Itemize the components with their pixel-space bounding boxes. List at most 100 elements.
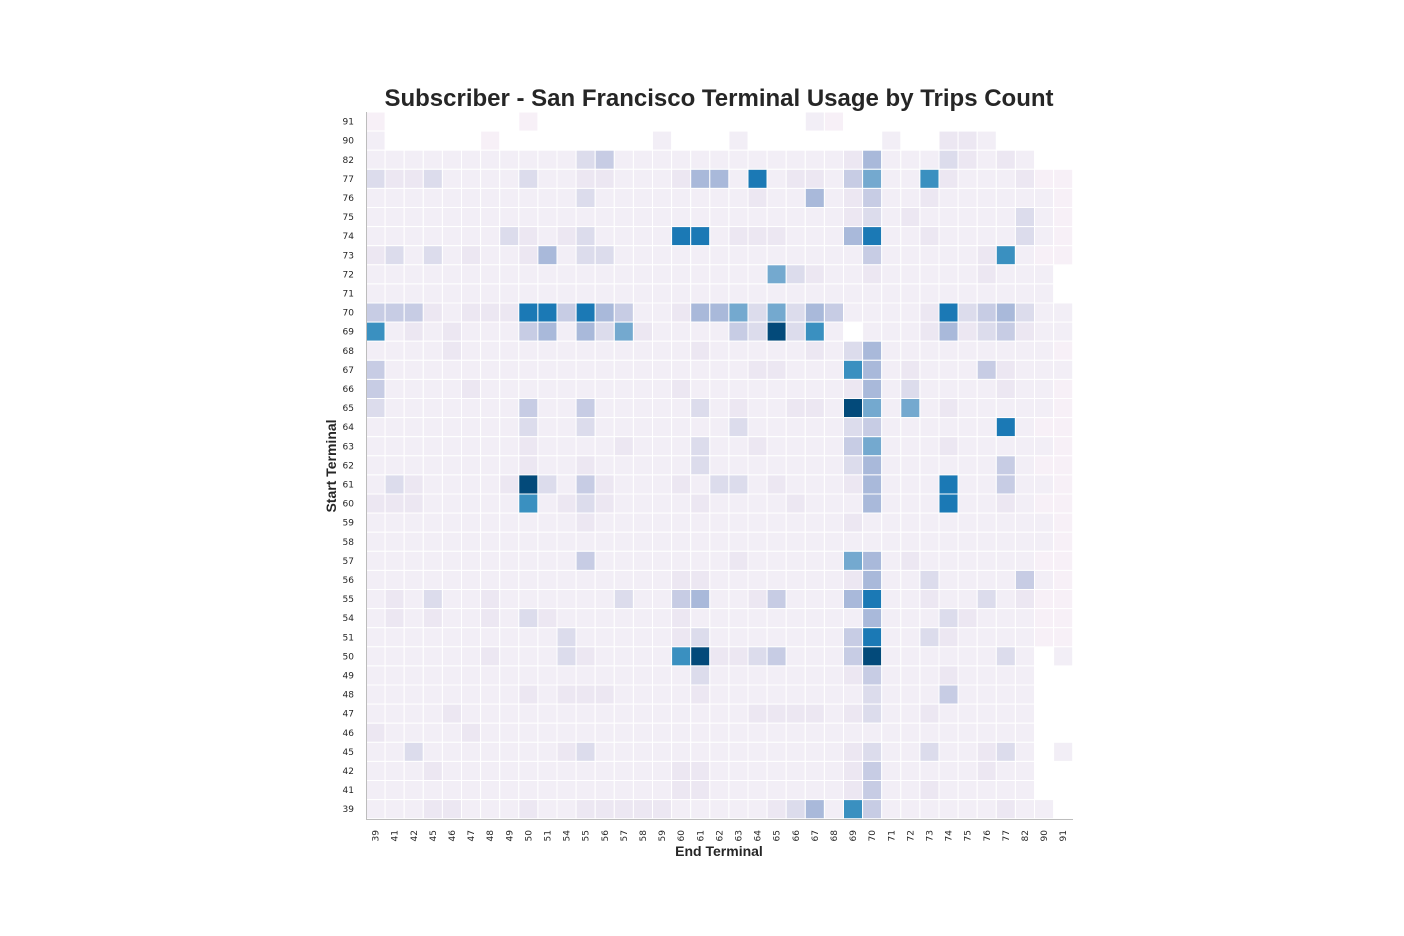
heatmap-cell-58-54 <box>556 531 577 552</box>
heatmap-cell-61-50 <box>518 474 539 495</box>
heatmap-cell-72-49 <box>499 264 520 285</box>
heatmap-cell-62-77 <box>995 455 1016 476</box>
heatmap-cell-76-56 <box>594 187 615 208</box>
heatmap-cell-47-66 <box>785 703 806 724</box>
heatmap-cell-57-91 <box>1053 550 1074 571</box>
heatmap-cell-73-48 <box>480 245 501 266</box>
heatmap-cell-55-41 <box>384 589 405 610</box>
heatmap-cell-51-71 <box>881 627 902 648</box>
heatmap-cell-41-74 <box>938 780 959 801</box>
heatmap-cell-71-55 <box>575 283 596 304</box>
heatmap-cell-61-56 <box>594 474 615 495</box>
heatmap-cell-51-39 <box>365 627 386 648</box>
heatmap-cell-63-71 <box>881 436 902 457</box>
heatmap-cell-58-57 <box>613 531 634 552</box>
heatmap-cell-72-67 <box>804 264 825 285</box>
heatmap-cell-70-91 <box>1053 302 1074 323</box>
heatmap-cell-69-63 <box>728 321 749 342</box>
heatmap-cell-66-77 <box>995 378 1016 399</box>
heatmap-cell-66-76 <box>976 378 997 399</box>
heatmap-cell-45-54 <box>556 741 577 762</box>
heatmap-cell-67-90 <box>1034 359 1055 380</box>
heatmap-cell-75-48 <box>480 207 501 228</box>
heatmap-cell-41-56 <box>594 780 615 801</box>
heatmap-cell-41-51 <box>537 780 558 801</box>
heatmap-cell-61-64 <box>747 474 768 495</box>
y-tick-label: 42 <box>343 767 354 777</box>
heatmap-cell-56-58 <box>632 569 654 591</box>
heatmap-cell-45-56 <box>594 741 615 762</box>
heatmap-cell-69-91 <box>1053 321 1074 342</box>
heatmap-cell-55-45 <box>422 589 443 610</box>
heatmap-cell-51-90 <box>1034 627 1055 648</box>
heatmap-cell-54-91 <box>1053 608 1074 629</box>
heatmap-cell-70-75 <box>957 302 978 323</box>
heatmap-cell-56-75 <box>957 569 978 591</box>
heatmap-cell-82-68 <box>823 149 845 170</box>
heatmap-cell-62-82 <box>1014 455 1036 476</box>
heatmap-cell-72-55 <box>575 264 596 285</box>
y-tick-label: 48 <box>343 691 355 701</box>
heatmap-cell-67-48 <box>480 359 501 380</box>
heatmap-cell-48-49 <box>499 684 520 705</box>
heatmap-cell-69-46 <box>441 321 462 342</box>
heatmap-cell-55-61 <box>690 589 711 610</box>
heatmap-cell-56-62 <box>709 569 730 591</box>
heatmap-cell-68-58 <box>632 340 654 361</box>
heatmap-cell-56-50 <box>518 569 539 591</box>
heatmap-cell-50-72 <box>900 646 921 667</box>
heatmap-cell-46-49 <box>499 722 520 743</box>
heatmap-cell-73-54 <box>556 245 577 266</box>
heatmap-cell-71-42 <box>403 283 424 304</box>
heatmap-cell-76-55 <box>575 187 596 208</box>
heatmap-cell-75-73 <box>919 207 940 228</box>
x-tick-label: 46 <box>448 830 458 842</box>
heatmap-cell-64-65 <box>766 417 787 438</box>
heatmap-cell-77-70 <box>862 168 883 189</box>
heatmap-cell-42-57 <box>613 760 634 782</box>
heatmap-cell-42-64 <box>747 760 768 782</box>
heatmap-cell-72-74 <box>938 264 959 285</box>
heatmap-cell-56-54 <box>556 569 577 591</box>
heatmap-cell-73-64 <box>747 245 768 266</box>
heatmap-cell-82-69 <box>843 149 864 170</box>
heatmap-cell-47-57 <box>613 703 634 724</box>
heatmap-cell-69-71 <box>881 321 902 342</box>
heatmap-cell-72-60 <box>671 264 692 285</box>
heatmap-cell-49-54 <box>556 665 577 686</box>
heatmap-cell-49-42 <box>403 665 424 686</box>
heatmap-cell-66-55 <box>575 378 596 399</box>
heatmap-cell-72-72 <box>900 264 921 285</box>
heatmap-cell-51-45 <box>422 627 443 648</box>
heatmap-cell-66-51 <box>537 378 558 399</box>
heatmap-cell-58-55 <box>575 531 596 552</box>
heatmap-cell-54-71 <box>881 608 902 629</box>
heatmap-cell-70-90 <box>1034 302 1055 323</box>
heatmap-cell-46-69 <box>843 722 864 743</box>
heatmap-cell-64-58 <box>632 417 654 438</box>
heatmap-cell-63-46 <box>441 436 462 457</box>
heatmap-cell-39-65 <box>766 799 787 820</box>
heatmap-cell-75-42 <box>403 207 424 228</box>
heatmap-cell-73-57 <box>613 245 634 266</box>
heatmap-cell-49-77 <box>995 665 1016 686</box>
heatmap-cell-75-58 <box>632 207 654 228</box>
heatmap-cell-82-59 <box>652 149 673 170</box>
heatmap-cell-62-90 <box>1034 455 1055 476</box>
heatmap-cell-58-46 <box>441 531 462 552</box>
y-tick-label: 47 <box>343 710 354 720</box>
heatmap-cell-77-55 <box>575 168 596 189</box>
heatmap-cell-39-62 <box>709 799 730 820</box>
heatmap-cell-63-47 <box>461 436 482 457</box>
heatmap-cell-77-62 <box>709 168 730 189</box>
heatmap-cell-61-48 <box>480 474 501 495</box>
heatmap-cell-47-65 <box>766 703 787 724</box>
heatmap-cell-41-73 <box>919 780 940 801</box>
heatmap-cell-59-59 <box>652 512 673 533</box>
heatmap-cell-49-71 <box>881 665 902 686</box>
heatmap-cell-65-71 <box>881 398 902 419</box>
y-tick-label: 72 <box>343 270 354 280</box>
heatmap-cell-70-51 <box>537 302 558 323</box>
heatmap-cell-54-51 <box>537 608 558 629</box>
heatmap-cell-49-56 <box>594 665 615 686</box>
